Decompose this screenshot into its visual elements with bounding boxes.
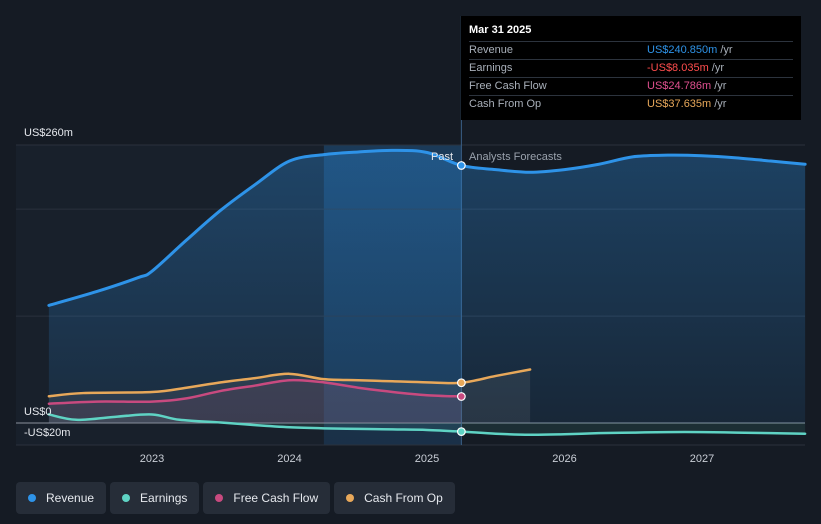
legend-item-revenue[interactable]: Revenue — [16, 482, 107, 514]
legend-dot-icon — [28, 494, 36, 502]
tooltip-row: Cash From Op US$37.635m/yr — [469, 95, 793, 113]
free-cash-flow-marker — [456, 392, 466, 401]
forecast-label: Analysts Forecasts — [469, 151, 562, 163]
legend-dot-icon — [215, 494, 224, 502]
tooltip-row-unit: /yr — [720, 44, 733, 56]
legend-label: Earnings — [140, 491, 188, 505]
tooltip-row-label: Free Cash Flow — [469, 80, 547, 92]
tooltip-row: Free Cash Flow US$24.786m/yr — [469, 77, 793, 95]
legend-label: Revenue — [46, 491, 95, 505]
tooltip-row-unit: /yr — [711, 62, 724, 74]
y-top-label: US$260m — [24, 127, 73, 139]
earnings-area — [48, 414, 806, 435]
earnings-marker — [456, 427, 466, 436]
revenue-area — [48, 150, 806, 423]
x-tick-label: 2026 — [552, 453, 576, 465]
legend-item-free-cash-flow[interactable]: Free Cash Flow — [203, 482, 331, 514]
tooltip-row-value: US$240.850m — [647, 44, 718, 56]
tooltip-row-label: Earnings — [469, 62, 513, 74]
tooltip-row: Revenue US$240.850m/yr — [469, 41, 793, 59]
cash-from-op-marker — [456, 378, 466, 388]
tooltip-row-label: Revenue — [469, 44, 514, 56]
revenue-line — [47, 148, 807, 307]
free-cash-flow-area — [48, 380, 462, 423]
tooltip-row-value: US$37.635m — [647, 98, 712, 110]
tooltip-row-value: -US$8.035m — [647, 62, 709, 74]
tooltip-row-label: Cash From Op — [469, 98, 542, 110]
tooltip-row: Earnings -US$8.035m/yr — [469, 59, 793, 77]
legend: Revenue Earnings Free Cash Flow Cash From O… — [16, 482, 455, 516]
y-bottom-label: -US$20m — [24, 427, 70, 439]
tooltip-row-unit: /yr — [714, 98, 727, 110]
legend-label: Free Cash Flow — [233, 491, 319, 505]
x-tick-label: 2024 — [277, 453, 301, 465]
free-cash-flow-line — [47, 378, 463, 406]
legend-item-cash-from-op[interactable]: Cash From Op — [334, 482, 455, 514]
tooltip-date: Mar 31 2025 — [469, 24, 532, 36]
chart-area: US$260m US$0 -US$20m Past Analysts Forec… — [16, 16, 807, 465]
x-tick-label: 2023 — [140, 453, 164, 465]
tooltip-row-value: US$24.786m — [647, 80, 712, 92]
tooltip-row-unit: /yr — [714, 80, 727, 92]
x-tick-label: 2027 — [690, 453, 714, 465]
tooltip-panel: Mar 31 2025 Revenue US$240.850m/yr Earning… — [461, 16, 801, 120]
past-label: Past — [431, 151, 453, 163]
legend-label: Cash From Op — [364, 491, 443, 505]
legend-dot-icon — [122, 494, 131, 502]
y-zero-label: US$0 — [24, 406, 52, 418]
x-tick-label: 2025 — [415, 453, 439, 465]
revenue-marker — [456, 161, 466, 170]
earnings-line — [47, 413, 807, 437]
legend-dot-icon — [346, 494, 355, 502]
legend-item-earnings[interactable]: Earnings — [110, 482, 200, 514]
